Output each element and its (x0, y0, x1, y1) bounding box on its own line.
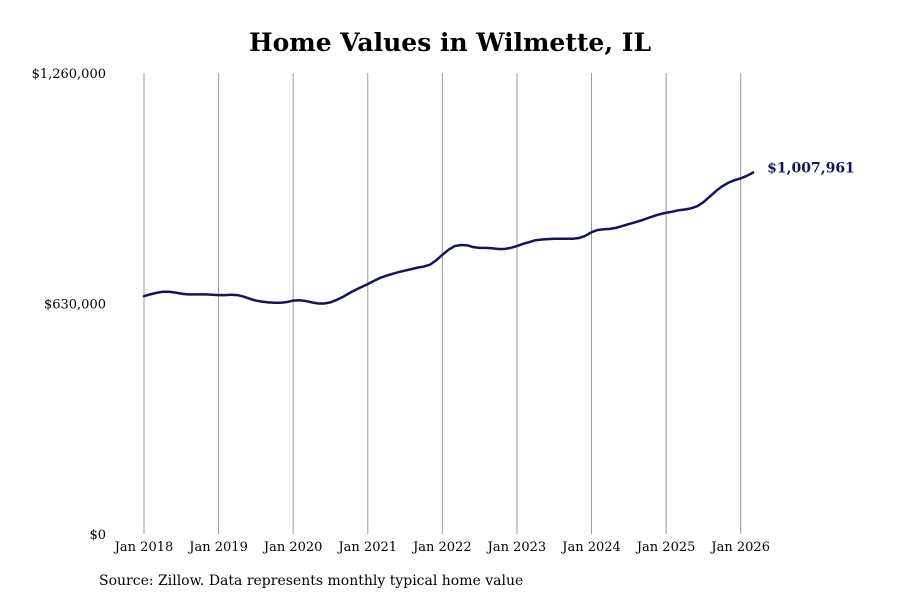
y-tick-label: $0 (89, 528, 106, 543)
x-tick-label: Jan 2024 (560, 540, 621, 555)
y-tick-label: $630,000 (44, 298, 106, 313)
x-tick-label: Jan 2023 (486, 540, 547, 555)
x-tick-label: Jan 2026 (709, 540, 770, 555)
x-tick-label: Jan 2020 (262, 540, 323, 555)
x-tick-label: Jan 2018 (113, 540, 174, 555)
x-axis-tick-labels: Jan 2018 Jan 2019 Jan 2020 Jan 2021 Jan 2022… (113, 540, 770, 555)
series-line (142, 171, 755, 305)
y-axis-tick-labels: $0 $630,000 $1,260,000 (32, 67, 106, 543)
x-tick-label: Jan 2022 (411, 540, 472, 555)
source-note: Source: Zillow. Data represents monthly … (99, 573, 524, 589)
vertical-gridlines (143, 73, 742, 534)
x-tick-label: Jan 2025 (635, 540, 696, 555)
end-value-label: $1,007,961 (767, 161, 855, 177)
series-layer: $1,007,961 (142, 161, 855, 305)
x-tick-label: Jan 2021 (336, 540, 397, 555)
chart-title: Home Values in Wilmette, IL (248, 28, 652, 57)
y-tick-label: $1,260,000 (32, 67, 106, 82)
x-tick-label: Jan 2019 (187, 540, 248, 555)
